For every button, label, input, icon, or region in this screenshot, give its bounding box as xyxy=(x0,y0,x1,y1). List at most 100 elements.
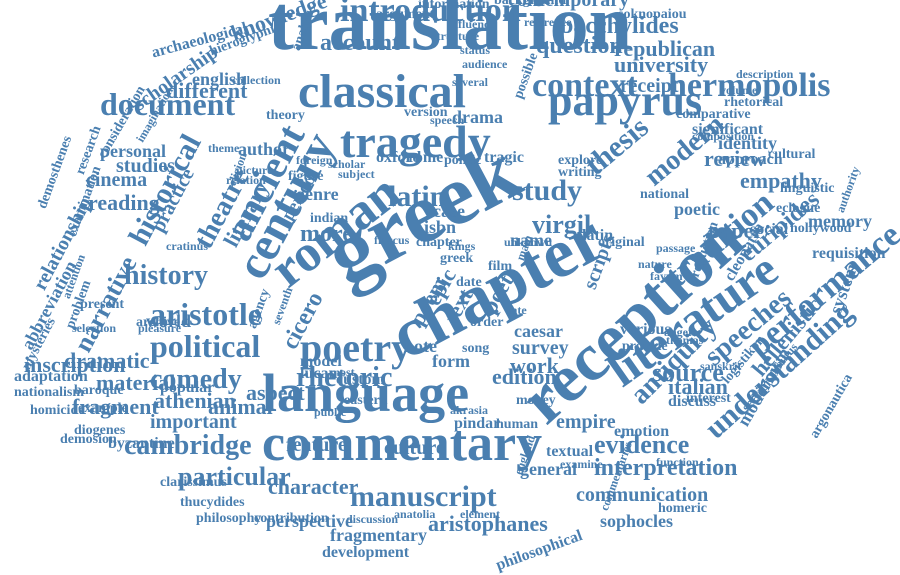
cloud-word: caesar xyxy=(514,321,563,341)
cloud-word: political xyxy=(150,328,261,364)
cloud-word: theory xyxy=(266,108,305,123)
cloud-word: philosophy xyxy=(196,511,262,526)
cloud-word: greek xyxy=(440,251,474,266)
cloud-word: clarissimus xyxy=(160,475,227,490)
cloud-word: miscellaneous xyxy=(368,0,498,2)
cloud-word: latin xyxy=(582,227,614,244)
cloud-word: lucan xyxy=(300,365,338,382)
cloud-word: relation xyxy=(226,173,266,187)
cloud-word: form xyxy=(432,351,470,371)
cloud-word: edition xyxy=(492,364,557,389)
cloud-word: evidence xyxy=(594,430,690,459)
cloud-word: inscription xyxy=(24,352,126,377)
cloud-word: nature xyxy=(638,257,672,271)
cloud-word: poetry xyxy=(300,325,412,370)
cloud-word: influence xyxy=(448,17,495,31)
cloud-word: manuscript xyxy=(350,480,497,513)
cloud-word: rhetorical xyxy=(724,95,784,110)
cloud-word: fragment xyxy=(72,394,159,419)
cloud-word: anatolia xyxy=(394,507,436,521)
cloud-word: sanskrit xyxy=(700,359,742,373)
cloud-word: cinema xyxy=(86,169,148,191)
cloud-word: english xyxy=(192,69,247,89)
cloud-word: account xyxy=(320,30,400,56)
cloud-word: politic xyxy=(444,153,482,168)
cloud-word: cratinus xyxy=(166,239,208,253)
cloud-word: comparative xyxy=(676,107,751,122)
cloud-word: rome xyxy=(408,149,444,166)
cloud-word: aristotle xyxy=(150,296,262,332)
cloud-word: money xyxy=(516,393,556,408)
cloud-word: foreign xyxy=(296,153,333,167)
cloud-word: virgil xyxy=(532,210,592,239)
cloud-word: demosion xyxy=(60,432,117,447)
cloud-word: chapter xyxy=(416,235,462,250)
cloud-word: structure xyxy=(432,29,480,43)
cloud-word: culture xyxy=(384,437,445,459)
cloud-word: university xyxy=(614,52,709,77)
cloud-word: sophocles xyxy=(600,511,674,531)
cloud-word: approach xyxy=(718,151,783,168)
cloud-word: latin xyxy=(388,180,447,213)
cloud-word: hollywood xyxy=(790,221,852,236)
cloud-word: figure xyxy=(288,169,324,184)
cloud-word: status xyxy=(460,43,491,57)
cloud-word: drama xyxy=(452,107,503,127)
cloud-word: perspective xyxy=(266,511,353,531)
cloud-word: more xyxy=(300,221,353,247)
cloud-word: pindar xyxy=(454,415,501,432)
cloud-word: adaptation xyxy=(14,368,88,385)
cloud-word: aristophanes xyxy=(428,511,548,536)
cloud-word: date xyxy=(456,275,482,290)
cloud-word: diogenes xyxy=(74,423,126,438)
cloud-word: tragic xyxy=(484,149,524,166)
cloud-word: film xyxy=(488,259,513,274)
cloud-word: commentary xyxy=(262,415,543,472)
cloud-word: reading xyxy=(88,190,160,215)
cloud-word: eastern xyxy=(344,393,388,408)
cloud-word: paper xyxy=(708,218,763,243)
cloud-word: material xyxy=(96,370,176,395)
cloud-word: republican xyxy=(614,36,716,61)
cloud-word: feature xyxy=(286,434,347,456)
cloud-word: fragmentary xyxy=(330,525,427,545)
cloud-word: present xyxy=(80,297,125,312)
cloud-word: discussion xyxy=(346,512,399,526)
cloud-word: homicide xyxy=(30,403,85,418)
cloud-word: most xyxy=(330,365,355,379)
cloud-word: scholar xyxy=(328,157,366,171)
cloud-word: nationalism xyxy=(14,385,85,400)
cloud-word: reference xyxy=(524,15,572,29)
cloud-word: interest xyxy=(686,391,731,406)
cloud-word: survey xyxy=(512,337,569,359)
cloud-word: identity xyxy=(718,133,778,153)
cloud-word: picture xyxy=(236,163,273,177)
cloud-word: character xyxy=(268,474,359,499)
cloud-word: development xyxy=(322,544,410,561)
cloud-word: custom xyxy=(336,371,385,388)
cloud-word: model xyxy=(300,353,342,370)
cloud-word: introduction xyxy=(340,0,521,29)
cloud-word: rhetoric xyxy=(296,362,393,393)
cloud-word: review xyxy=(704,146,766,171)
cloud-word: language xyxy=(262,363,470,423)
cloud-word: collection xyxy=(232,73,281,87)
cloud-word: function xyxy=(656,455,699,469)
cloud-word: emotion xyxy=(614,423,670,440)
cloud-word: original xyxy=(598,235,645,250)
cloud-word: empire xyxy=(556,411,616,433)
cloud-word: papyrus xyxy=(548,76,703,125)
cloud-word: studies xyxy=(116,155,175,177)
cloud-word: indian xyxy=(310,211,349,226)
cloud-word: requisition xyxy=(812,245,886,262)
cloud-word: subject xyxy=(338,167,375,181)
cloud-word: explore xyxy=(558,153,603,168)
cloud-word: information xyxy=(418,0,490,12)
cloud-word: passage xyxy=(656,241,696,255)
cloud-word: cambridge xyxy=(124,430,252,461)
cloud-word: popular xyxy=(160,379,215,396)
cloud-word: animal xyxy=(208,394,273,419)
cloud-word: argonautica xyxy=(807,371,856,441)
cloud-word: argument xyxy=(376,7,435,22)
